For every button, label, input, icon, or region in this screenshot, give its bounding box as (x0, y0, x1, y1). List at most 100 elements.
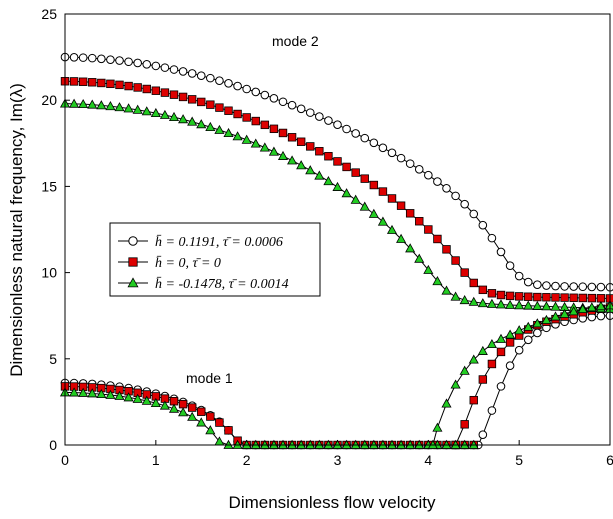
data-point (496, 290, 506, 300)
data-point (514, 345, 524, 355)
data-point (78, 53, 88, 62)
data-point (332, 181, 343, 191)
data-point (314, 170, 325, 180)
data-point (105, 101, 116, 111)
data-point (215, 103, 224, 112)
data-point (596, 282, 606, 292)
data-point (133, 83, 142, 92)
data-point (141, 106, 152, 116)
data-point (560, 282, 569, 291)
data-point (223, 127, 234, 138)
data-point (324, 116, 333, 125)
data-point (478, 375, 488, 384)
legend-label: h̄ = -0.1478, τ̄ = 0.0014 (155, 276, 289, 292)
data-point (533, 292, 542, 302)
data-point (377, 216, 388, 226)
data-point (97, 78, 106, 88)
data-point (423, 264, 434, 274)
data-point (96, 100, 107, 110)
x-tick-label: 6 (606, 452, 613, 468)
data-point (433, 177, 442, 186)
data-point (277, 150, 289, 160)
data-point (69, 387, 80, 397)
data-point (269, 124, 279, 134)
data-point (369, 138, 379, 148)
data-point (514, 292, 524, 301)
data-point (432, 276, 443, 286)
data-point (178, 92, 188, 102)
data-point (496, 382, 506, 391)
data-point (542, 293, 551, 302)
data-point (268, 146, 279, 156)
data-point (551, 281, 560, 291)
data-point (187, 403, 197, 412)
data-point (541, 301, 552, 311)
data-point (460, 199, 469, 209)
data-point (115, 56, 124, 65)
data-point (206, 73, 215, 83)
data-point (259, 142, 270, 152)
data-point (87, 388, 98, 398)
data-point (368, 208, 379, 218)
data-point (532, 300, 543, 310)
data-point (460, 420, 469, 429)
data-point (441, 285, 452, 295)
data-point (532, 318, 543, 328)
data-point (169, 90, 179, 99)
data-point (296, 160, 307, 170)
data-point (550, 311, 561, 321)
data-point (405, 209, 415, 218)
data-point (168, 111, 180, 121)
data-point (442, 183, 451, 193)
data-point (533, 328, 542, 338)
data-point (460, 268, 469, 277)
data-point (215, 418, 224, 427)
data-point (187, 116, 198, 126)
data-point (496, 247, 506, 257)
data-point (442, 245, 451, 254)
data-point (596, 311, 606, 321)
data-point (296, 137, 306, 146)
data-point (505, 338, 515, 347)
data-point (324, 152, 333, 161)
series-line-mode1-rising (477, 315, 611, 446)
data-point (495, 333, 507, 343)
data-point (523, 321, 534, 331)
y-tick-label: 25 (41, 6, 57, 22)
y-tick-label: 0 (49, 437, 57, 453)
data-point (69, 98, 80, 108)
data-point (96, 388, 107, 399)
data-point (278, 97, 288, 107)
data-point (78, 98, 89, 109)
data-point (178, 114, 189, 124)
y-axis-title: Dimensionless natural frequency, Im(λ) (7, 83, 26, 377)
data-point (205, 121, 216, 131)
data-point (215, 76, 224, 86)
data-point (333, 157, 342, 166)
data-point (123, 392, 134, 402)
data-point (514, 300, 525, 310)
data-point (151, 61, 161, 71)
data-point (587, 282, 597, 292)
data-point (386, 224, 398, 234)
x-tick-label: 4 (424, 452, 432, 468)
data-point (396, 201, 406, 210)
data-point (487, 233, 497, 243)
data-point (150, 107, 161, 118)
data-point (451, 191, 460, 201)
data-point (596, 294, 606, 303)
data-point (450, 379, 461, 389)
data-point (168, 403, 180, 413)
data-point (487, 359, 497, 369)
data-point (351, 168, 360, 177)
data-point (524, 292, 533, 301)
data-point (287, 100, 297, 110)
x-tick-label: 3 (334, 452, 342, 468)
data-point (115, 80, 124, 90)
data-point (205, 425, 216, 435)
data-point (487, 406, 497, 415)
data-point (133, 58, 142, 68)
x-tick-label: 1 (152, 452, 160, 468)
data-point (69, 77, 79, 86)
data-point (486, 338, 497, 349)
